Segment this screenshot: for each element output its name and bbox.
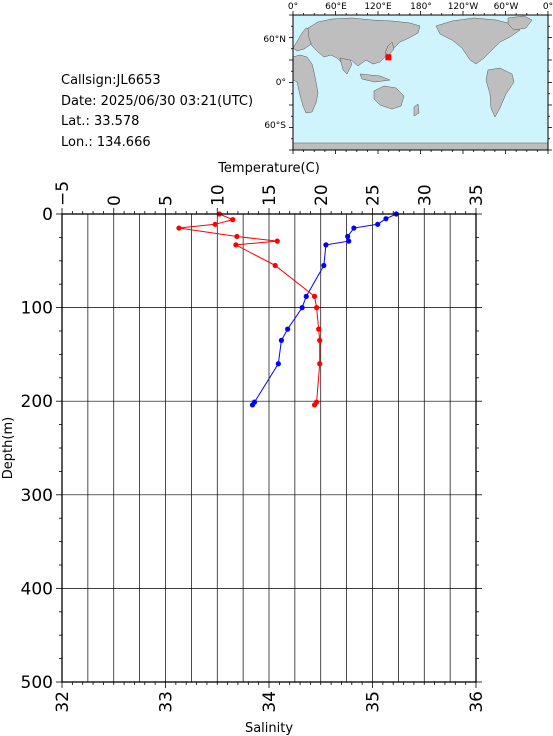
map-ticks [289,11,552,154]
salinity-point [316,326,322,332]
latitude-text: Lat.: 33.578 [61,114,140,129]
temperature-tick-label: −5 [53,181,73,206]
temperature-ticks: −5 0 5 10 15 20 25 30 35 [53,181,487,206]
world-map: 0° 60°E 120°E 180° 120°W 60°W 0° 60°N 0°… [263,2,553,154]
map-land-north-america [435,17,521,65]
salinity-tick-label: 33 [157,691,177,713]
map-lon-label: 180° [410,2,432,12]
map-lon-label: 60°E [325,2,347,12]
salinity-tick-label: 34 [260,691,280,713]
map-land-greenland [507,15,533,31]
map-land-new-zealand [413,103,420,117]
station-marker [385,54,392,61]
map-land-japan [384,41,395,56]
depth-tick-label: 500 [21,673,53,693]
depth-tick-label: 400 [21,579,53,599]
cast-info: Callsign:JL6653 Date: 2025/06/30 03:21(U… [61,71,253,153]
temperature-tick-label: 5 [157,195,177,206]
salinity-point [176,225,182,231]
temperature-point [383,216,389,222]
temperature-tick-label: 10 [208,184,228,206]
map-lon-label: 0° [543,2,553,12]
depth-tick-label: 200 [21,392,53,412]
salinity-point [311,402,318,408]
temperature-point [285,326,291,332]
longitude-text: Lon.: 134.666 [61,134,151,150]
salinity-point [233,242,239,248]
temperature-point [345,233,351,240]
temperature-tick-label: 30 [415,184,435,206]
callsign-text: Callsign:JL6653 [61,73,161,88]
temperature-tick-label: 20 [312,184,332,206]
temperature-point [321,262,327,269]
salinity-point [230,217,236,223]
map-lon-label: 60°W [494,2,519,12]
chart-series [176,211,399,408]
temperature-axis-label: Temperature(C) [217,161,320,176]
depth-axis-label: Depth(m) [1,417,16,479]
map-land-south-america [485,67,515,118]
salinity-point [314,305,320,311]
salinity-profile-line [178,213,321,406]
temperature-tick-label: 0 [105,195,125,206]
map-lon-label: 120°E [364,2,392,12]
map-land-asia [307,17,421,67]
salinity-point [272,262,278,269]
salinity-point [274,238,280,244]
temperature-point [299,305,305,311]
map-lon-label: 120°W [448,2,479,12]
temperature-tick-label: 35 [467,184,487,206]
temperature-point [249,402,256,408]
temperature-profile-line [252,213,397,406]
temperature-point [275,361,281,367]
map-land-india [339,57,353,75]
salinity-tick-label: 36 [467,691,487,713]
temperature-point [375,221,381,227]
map-lat-label: 60°N [263,35,286,45]
salinity-axis-label: Salinity [245,721,293,736]
temperature-tick-label: 25 [364,184,384,206]
map-land-africa [292,54,319,114]
temperature-point [351,225,357,231]
depth-tick-label: 0 [42,205,53,225]
map-labels: 0° 60°E 120°E 180° 120°W 60°W 0° 60°N 0°… [263,2,553,131]
salinity-point [317,361,323,367]
chart-grid [61,214,477,682]
temperature-point [303,293,309,299]
salinity-point [311,293,318,299]
salinity-point [212,221,218,227]
date-text: Date: 2025/06/30 03:21(UTC) [61,93,254,109]
salinity-tick-label: 35 [364,691,384,713]
temperature-point [323,242,329,248]
map-lat-label: 60°S [264,121,286,131]
map-land [292,15,549,151]
depth-tick-label: 300 [21,486,53,506]
temperature-point [346,238,352,244]
map-land-australia [373,85,405,110]
plot-frame [61,213,477,683]
depth-tick-label: 100 [21,299,53,319]
salinity-ticks: 32 33 34 35 36 [53,691,487,713]
salinity-tick-label: 32 [53,691,73,713]
depth-ticks: 0 100 200 300 400 500 [21,205,53,693]
map-lon-label: 0° [288,2,298,12]
map-land-indonesia [359,73,391,83]
salinity-point [234,233,240,240]
map-lat-label: 0° [276,78,286,88]
temperature-point [278,337,285,343]
temperature-tick-label: 15 [260,184,280,206]
salinity-point [317,337,323,343]
